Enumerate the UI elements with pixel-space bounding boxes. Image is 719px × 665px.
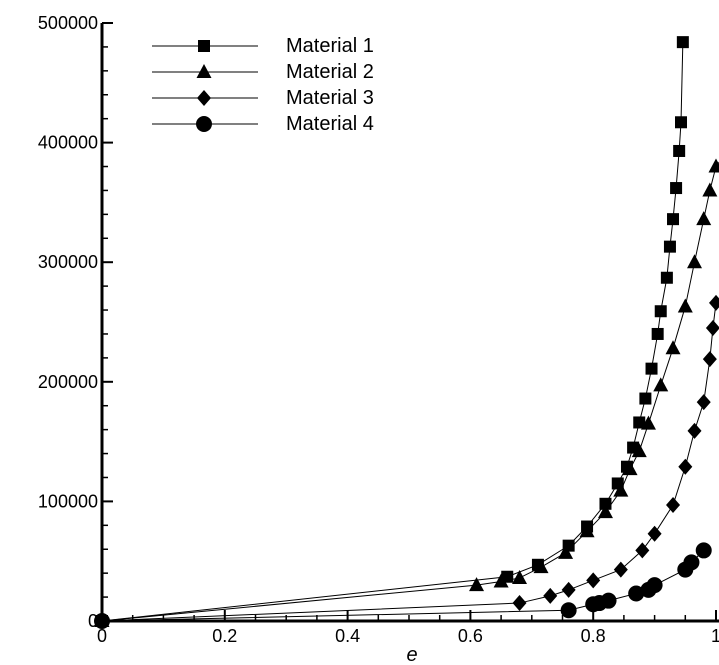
series-2 xyxy=(94,158,719,627)
data-point xyxy=(702,351,717,368)
series-line xyxy=(101,550,705,622)
data-point xyxy=(512,595,527,612)
legend-label: Material 4 xyxy=(286,113,374,135)
series-line xyxy=(101,42,684,622)
data-point xyxy=(599,497,612,510)
legend-entry: Material 1 xyxy=(152,35,374,57)
y-tick-label: 300000 xyxy=(38,252,98,272)
y-tick-label: 0 xyxy=(88,611,98,631)
data-point xyxy=(677,298,693,313)
data-point xyxy=(543,587,558,604)
series-line xyxy=(101,161,719,622)
series-layer xyxy=(94,36,719,629)
legend: Material 1 Material 2 Material 3 Material 4 xyxy=(152,35,374,135)
data-point xyxy=(695,542,712,559)
data-point xyxy=(635,542,650,559)
data-point xyxy=(597,504,613,519)
data-point xyxy=(665,340,681,355)
axes: 0 100000 200000 300000 400000 500000 0 0.2 0.4 0.… xyxy=(38,13,719,646)
data-point xyxy=(558,544,574,559)
data-point xyxy=(645,362,658,375)
data-point xyxy=(705,319,719,336)
y-tick-label: 500000 xyxy=(38,13,98,33)
series-3 xyxy=(95,294,719,629)
data-point xyxy=(613,482,629,497)
data-point xyxy=(651,327,664,340)
y-tick-label: 200000 xyxy=(38,372,98,392)
legend-marker xyxy=(197,90,211,106)
data-point xyxy=(678,458,693,475)
data-point xyxy=(469,577,485,592)
data-point xyxy=(560,602,577,619)
legend-marker xyxy=(196,116,212,132)
data-point xyxy=(653,377,669,392)
x-tick-label: 0.4 xyxy=(335,626,360,646)
data-point xyxy=(687,254,703,269)
data-point xyxy=(94,613,110,629)
legend-label: Material 2 xyxy=(286,61,374,83)
data-point xyxy=(622,461,638,476)
series-1 xyxy=(96,36,689,627)
legend-label: Material 3 xyxy=(286,87,374,109)
data-point xyxy=(640,415,656,430)
data-point xyxy=(709,294,719,311)
data-point xyxy=(586,572,601,589)
x-tick-label: 0.6 xyxy=(458,626,483,646)
x-tick-label: 0.8 xyxy=(581,626,606,646)
data-point xyxy=(676,36,689,49)
data-point xyxy=(687,422,702,439)
legend-marker xyxy=(198,40,210,52)
data-point xyxy=(613,561,628,578)
data-point xyxy=(663,240,676,253)
data-point xyxy=(675,116,688,129)
y-tick-label: 100000 xyxy=(38,491,98,511)
data-point xyxy=(600,592,617,609)
x-axis-title: e xyxy=(406,644,417,665)
data-point xyxy=(628,585,645,602)
data-point xyxy=(512,569,528,584)
data-point xyxy=(631,443,647,458)
data-point xyxy=(670,182,683,195)
data-point xyxy=(561,581,576,598)
legend-entry: Material 2 xyxy=(152,61,374,83)
x-tick-label: 0.2 xyxy=(212,626,237,646)
data-point xyxy=(702,182,718,197)
data-point xyxy=(639,392,652,405)
data-point xyxy=(654,305,667,318)
data-point xyxy=(696,394,711,411)
data-point xyxy=(533,559,549,574)
x-tick-label: 1 xyxy=(711,626,719,646)
data-point xyxy=(696,211,712,226)
data-point xyxy=(493,573,509,588)
data-point xyxy=(646,577,663,594)
data-point xyxy=(708,158,719,173)
y-tick-label: 400000 xyxy=(38,133,98,153)
legend-label: Material 1 xyxy=(286,35,374,57)
data-point xyxy=(683,554,700,571)
legend-marker xyxy=(196,64,212,78)
data-point xyxy=(647,525,662,542)
data-point xyxy=(660,271,673,284)
x-tick-label: 0 xyxy=(97,626,107,646)
data-point xyxy=(673,144,686,157)
data-point xyxy=(633,416,646,429)
legend-entry: Material 3 xyxy=(152,87,374,109)
legend-entry: Material 4 xyxy=(152,113,374,135)
data-point xyxy=(666,496,681,513)
series-4 xyxy=(94,542,712,629)
data-point xyxy=(667,213,680,226)
data-point xyxy=(579,523,595,538)
